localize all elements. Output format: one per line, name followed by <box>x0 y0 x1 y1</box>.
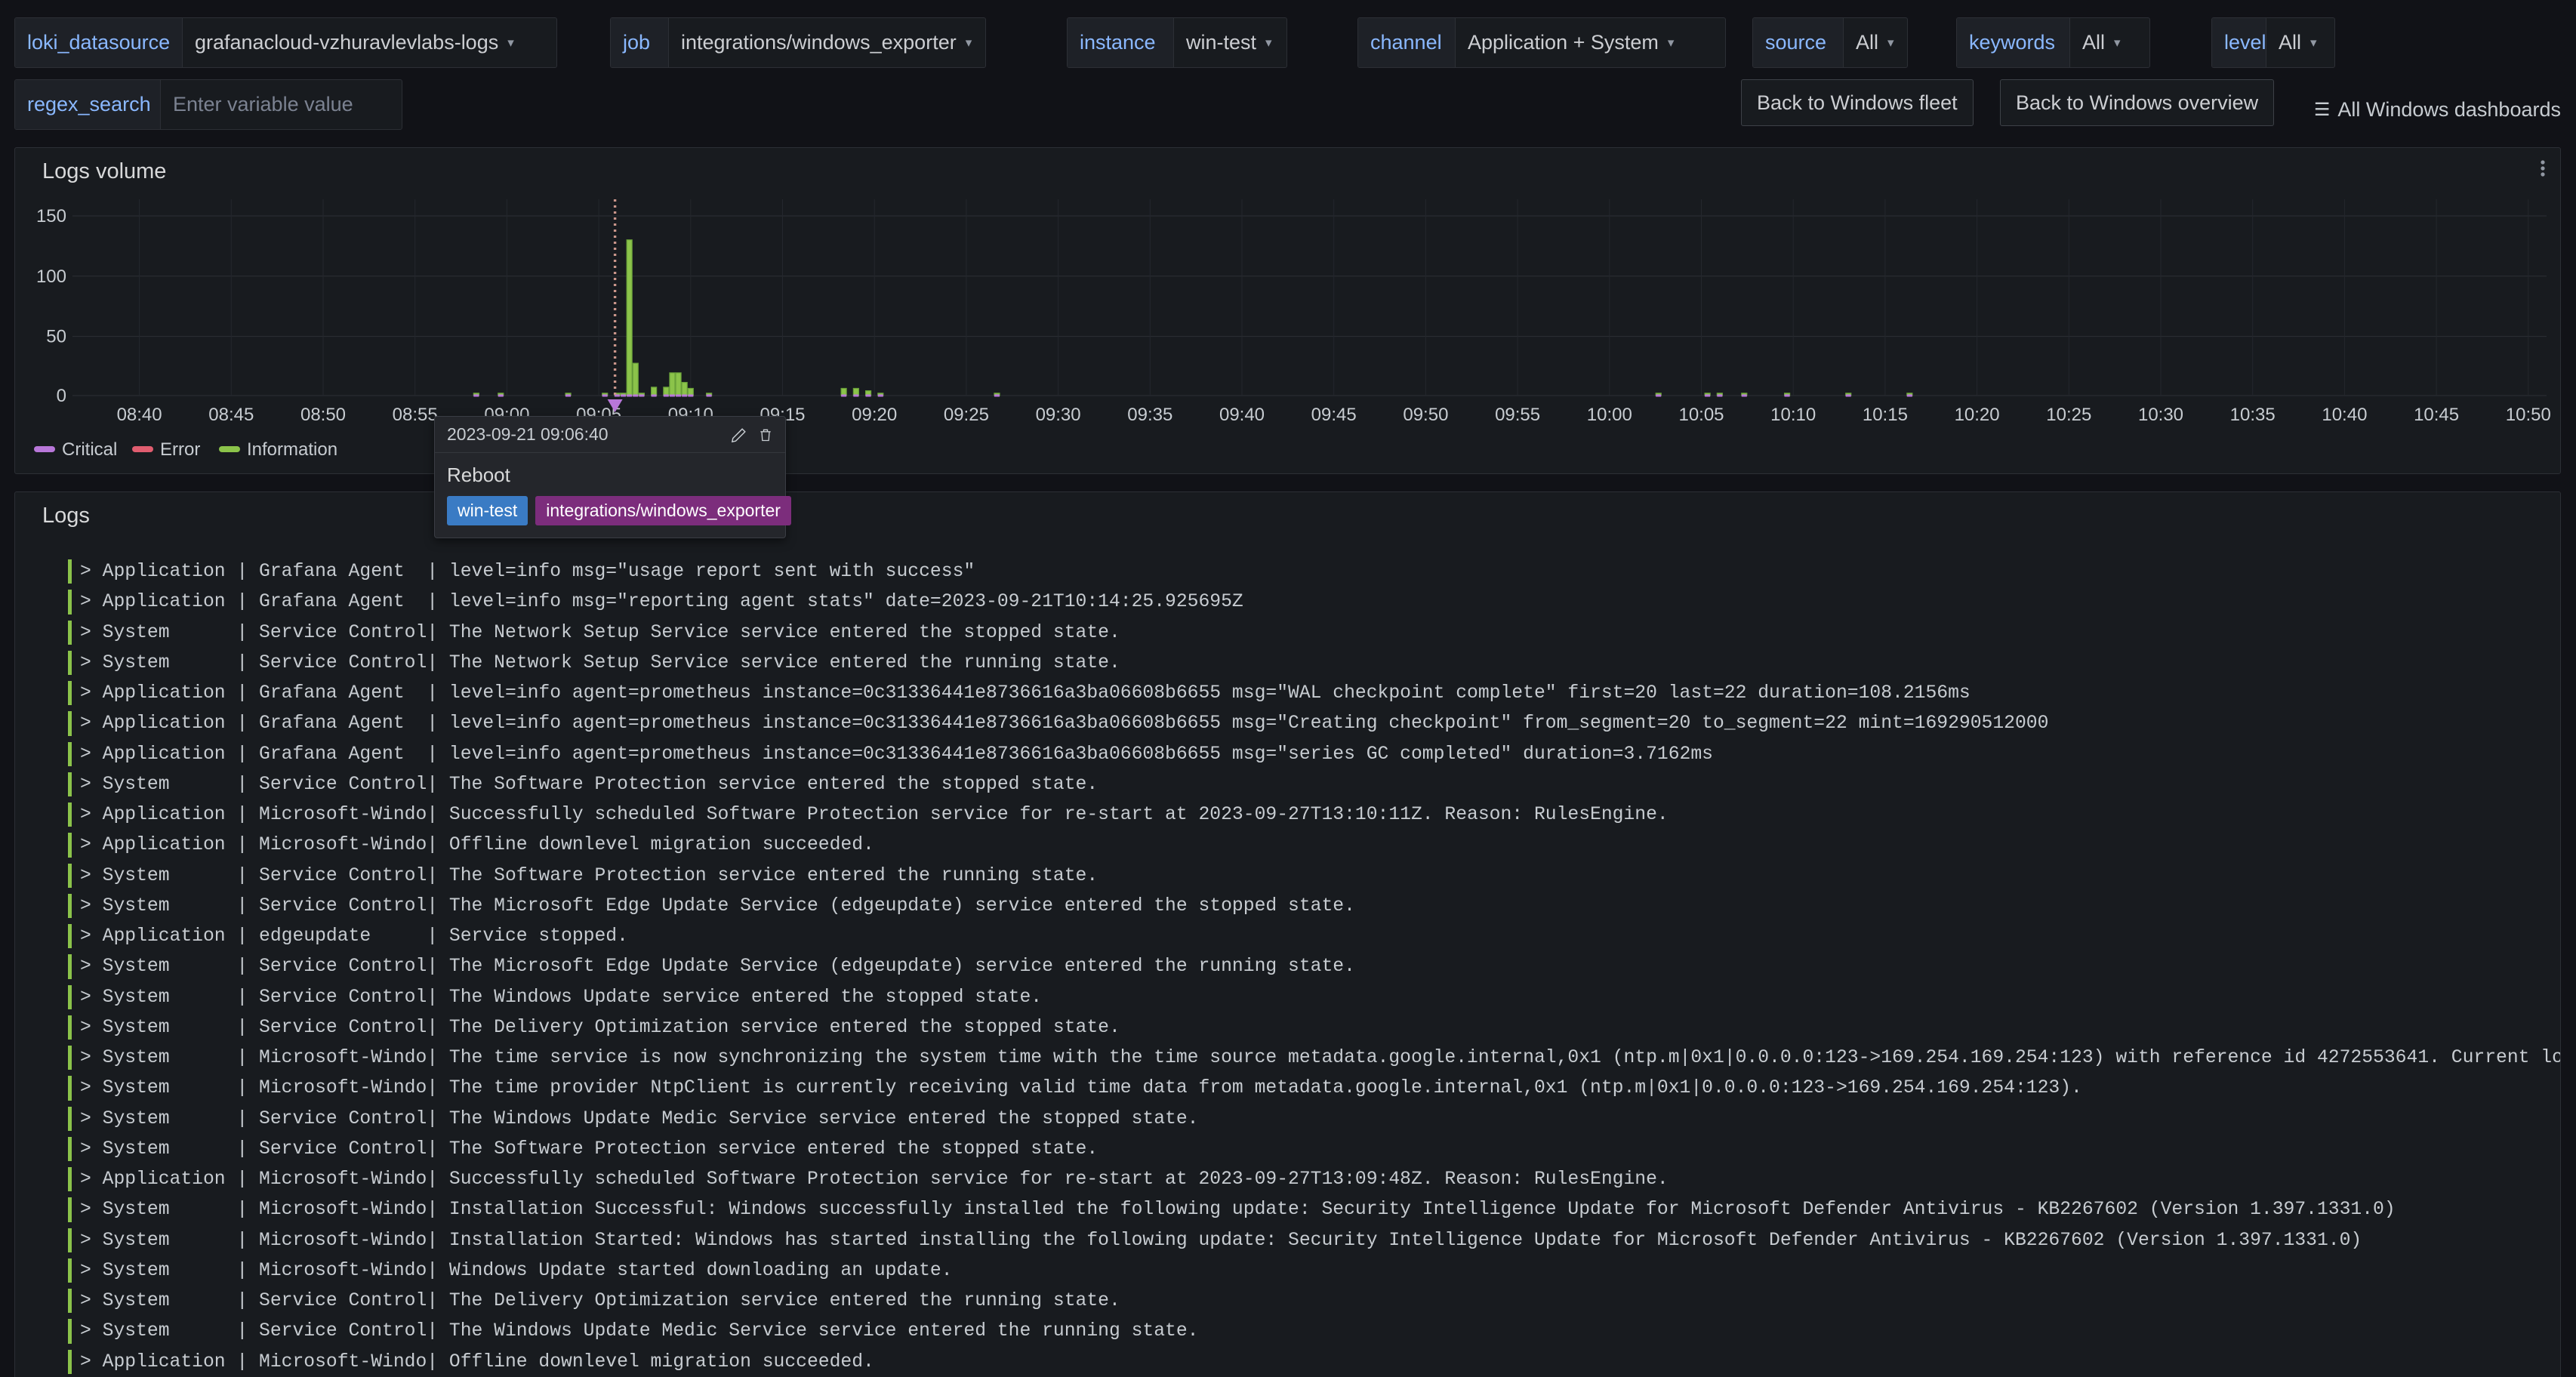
svg-text:10:40: 10:40 <box>2322 405 2367 425</box>
svg-text:10:05: 10:05 <box>1678 405 1724 425</box>
svg-text:09:50: 09:50 <box>1403 405 1448 425</box>
svg-text:Information: Information <box>247 439 337 460</box>
svg-text:09:35: 09:35 <box>1127 405 1172 425</box>
svg-text:10:10: 10:10 <box>1770 405 1816 425</box>
svg-text:08:50: 08:50 <box>300 405 346 425</box>
svg-text:09:45: 09:45 <box>1311 405 1357 425</box>
svg-text:10:25: 10:25 <box>2046 405 2091 425</box>
svg-text:09:55: 09:55 <box>1495 405 1540 425</box>
svg-text:08:55: 08:55 <box>393 405 438 425</box>
svg-text:10:35: 10:35 <box>2230 405 2276 425</box>
svg-text:Error: Error <box>160 439 200 460</box>
svg-text:10:00: 10:00 <box>1587 405 1632 425</box>
svg-text:100: 100 <box>36 266 66 287</box>
svg-text:10:45: 10:45 <box>2414 405 2459 425</box>
svg-text:10:50: 10:50 <box>2506 405 2551 425</box>
svg-text:0: 0 <box>57 386 66 406</box>
svg-text:Critical: Critical <box>62 439 117 460</box>
svg-text:150: 150 <box>36 206 66 226</box>
svg-text:10:20: 10:20 <box>1955 405 2000 425</box>
svg-text:09:30: 09:30 <box>1036 405 1081 425</box>
svg-text:08:45: 08:45 <box>208 405 254 425</box>
svg-text:08:40: 08:40 <box>117 405 162 425</box>
svg-text:09:40: 09:40 <box>1219 405 1265 425</box>
svg-text:10:15: 10:15 <box>1863 405 1908 425</box>
svg-text:10:30: 10:30 <box>2138 405 2183 425</box>
svg-text:50: 50 <box>46 327 66 347</box>
svg-text:09:20: 09:20 <box>852 405 897 425</box>
svg-text:09:25: 09:25 <box>944 405 989 425</box>
